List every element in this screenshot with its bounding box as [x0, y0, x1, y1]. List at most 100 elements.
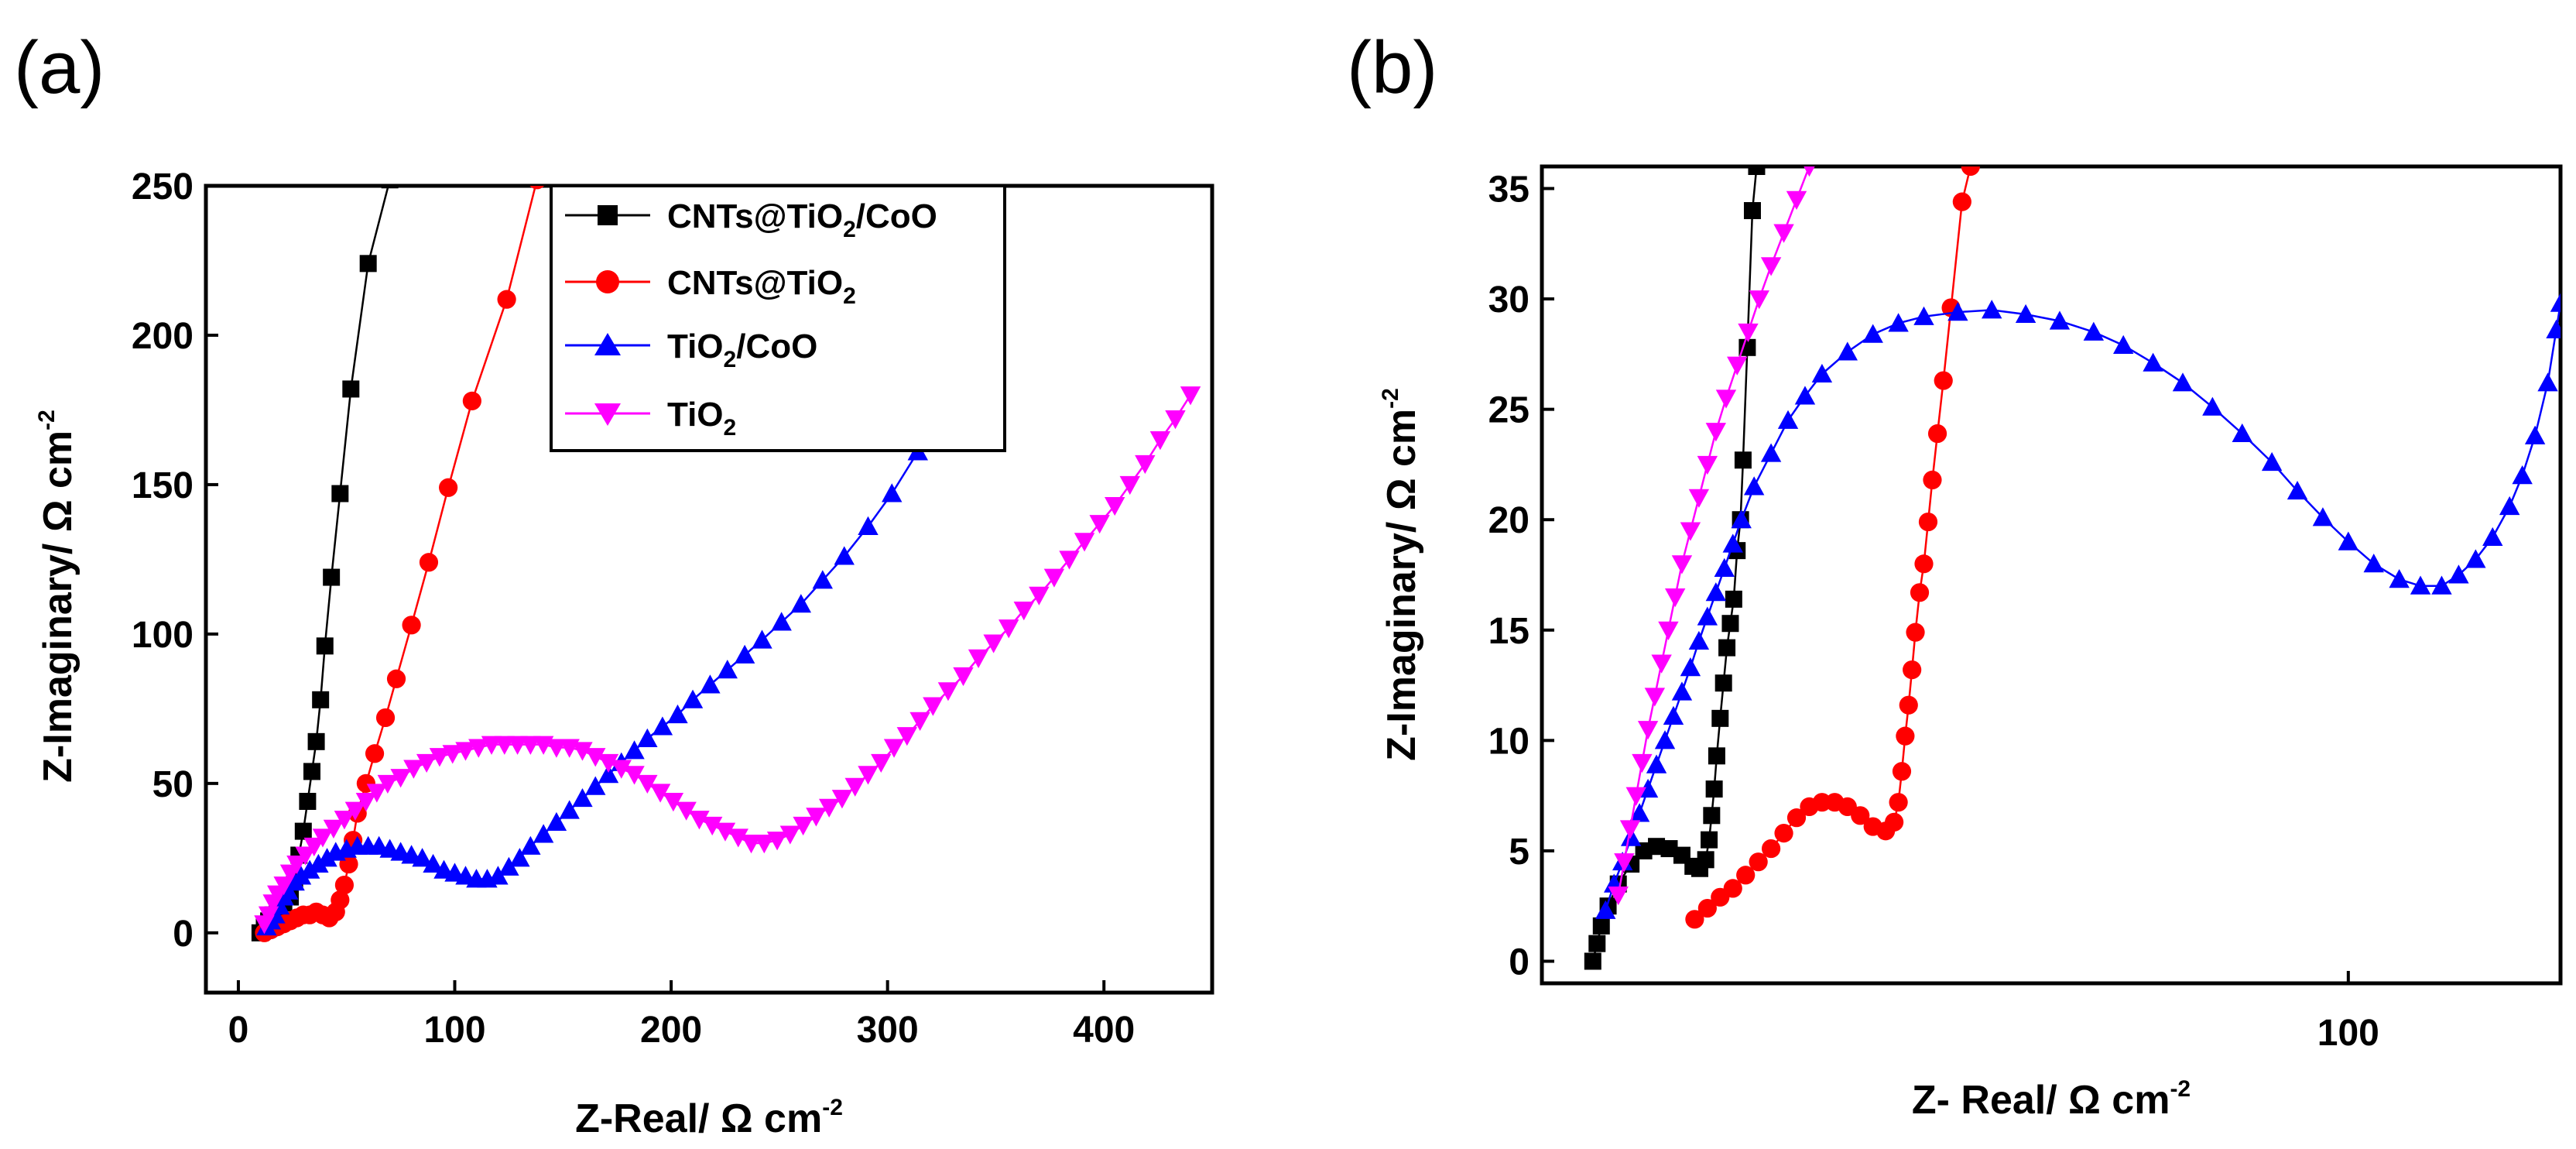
panel-b-point-tio2-coo-40 — [2363, 554, 2384, 573]
legend-label-tio2-coo-sub: 2 — [724, 347, 737, 372]
panel-b-point-tio2-coo-52 — [2550, 293, 2561, 312]
panel-a-point-tio2-71 — [1135, 454, 1156, 475]
panel-b-point-tio2-5 — [1637, 721, 1659, 740]
panel-a-ticks: 0 100 200 300 400 0 50 100 150 200 250 — [132, 166, 1135, 1051]
panel-a-point-tio2-73 — [1165, 410, 1186, 430]
panel-b-point-cnts-tio2-coo-24 — [1734, 451, 1752, 469]
legend-label-cnts-tio2-coo-main: CNTs@TiO — [667, 197, 843, 235]
panel-a-point-cnts-tio2-23 — [439, 478, 458, 497]
panel-b-ytick-label-15: 15 — [1488, 611, 1530, 652]
panel-a-point-tio2-61 — [983, 634, 1004, 653]
panel-a-point-cnts-tio2-coo-11 — [303, 763, 320, 780]
panel-b-point-tio2-coo-31 — [2113, 334, 2134, 354]
panel-b-ytick-label-10: 10 — [1488, 721, 1530, 762]
panel-a-point-tio2-23 — [481, 736, 502, 755]
panel-b-point-tio2-7 — [1651, 654, 1672, 674]
panel-b-point-tio2-14 — [1705, 423, 1727, 442]
panel-b-point-tio2-coo-30 — [2083, 321, 2105, 341]
panel-a-point-cnts-tio2-22 — [419, 553, 439, 572]
legend-label-tio2: TiO2 — [667, 396, 736, 441]
panel-a-point-tio2-63 — [1013, 602, 1034, 621]
panel-b-point-cnts-tio2-coo-15 — [1705, 780, 1723, 798]
panel-a-point-tio2-coo-39 — [652, 716, 673, 736]
panel-a-point-tio2-coo-28 — [509, 848, 530, 867]
panel-b-point-tio2-coo-8 — [1663, 705, 1684, 725]
panel-a-point-tio2-16 — [390, 769, 411, 788]
panel-a-point-tio2-7 — [295, 846, 316, 866]
panel-b-xlabel-main: Z- Real/ Ω cm — [1912, 1078, 2170, 1123]
panel-b-point-cnts-tio2-25 — [1918, 512, 1938, 532]
panel-b-point-tio2-coo-39 — [2338, 531, 2359, 550]
panel-a-point-tio2-coo-10 — [317, 848, 337, 867]
panel-a-point-tio2-38 — [676, 801, 697, 821]
panel-a-point-tio2-coo-43 — [717, 660, 738, 679]
panel-b-point-cnts-tio2-coo-27 — [1748, 166, 1766, 175]
panel-a-point-tio2-32 — [598, 753, 619, 773]
panel-a-point-tio2-9 — [312, 828, 334, 848]
panel-b-point-tio2-coo-29 — [2049, 310, 2071, 330]
panel-b-point-cnts-tio2-8 — [1786, 808, 1807, 828]
panel-a-point-tio2-coo-20 — [423, 853, 444, 873]
panel-b-series-cnts-tio2-coo — [1584, 166, 1766, 970]
panel-b-point-cnts-tio2-16 — [1885, 812, 1904, 832]
panel-b-point-tio2-4 — [1632, 753, 1653, 773]
panel-b-series — [1584, 166, 2561, 970]
panel-a-point-tio2-coo-29 — [520, 835, 541, 855]
legend-label-tio2-coo: TiO2/CoO — [667, 328, 817, 372]
panel-a-point-tio2-45 — [766, 832, 788, 851]
panel-a-point-cnts-tio2-coo-9 — [294, 822, 312, 840]
panel-a-series-tio2 — [254, 386, 1201, 935]
panel-b-point-cnts-tio2-27 — [1927, 424, 1947, 444]
panel-b-point-cnts-tio2-coo-18 — [1714, 674, 1732, 692]
panel-b-point-tio2-coo-10 — [1680, 657, 1701, 677]
legend-box — [550, 184, 1006, 452]
panel-b-point-cnts-tio2-coo-19 — [1718, 639, 1736, 657]
panel-b-point-tio2-coo-9 — [1671, 681, 1693, 701]
panel-a-point-cnts-tio2-coo-16 — [331, 485, 349, 502]
panel-a-point-tio2-56 — [909, 712, 930, 732]
panel-a-point-tio2-10 — [323, 819, 344, 839]
panel-a-ylabel-main: Z-Imaginary/ Ω cm — [36, 430, 80, 783]
panel-a-xtick-label-0: 0 — [228, 1010, 249, 1051]
panel-a-point-tio2-coo-9 — [308, 853, 329, 873]
panel-b-point-tio2-coo-15 — [1722, 533, 1743, 553]
panel-b-point-tio2-coo-51 — [2546, 319, 2561, 338]
panel-b-point-tio2-coo-17 — [1743, 476, 1765, 496]
panel-b-point-cnts-tio2-coo-16 — [1708, 747, 1725, 765]
panel-b-point-tio2-coo-44 — [2448, 564, 2469, 584]
legend-label-tio2-coo-tail: /CoO — [736, 328, 817, 365]
legend-marker-cnts-tio2-coo — [598, 205, 618, 225]
panel-a-point-tio2-36 — [649, 784, 671, 803]
panel-b-point-tio2-coo-25 — [1913, 306, 1934, 325]
panel-a-point-cnts-tio2-coo-19 — [381, 186, 399, 189]
panel-b-point-tio2-coo-23 — [1862, 324, 1883, 343]
panel-b-point-tio2-coo-22 — [1837, 341, 1858, 361]
panel-a-xtick-label-100: 100 — [423, 1010, 485, 1051]
panel-b-point-cnts-tio2-coo-1 — [1588, 935, 1606, 952]
legend-label-cnts-tio2-main: CNTs@TiO — [667, 264, 843, 302]
panel-b-point-cnts-tio2-23 — [1910, 583, 1930, 602]
panel-b-point-tio2-coo-16 — [1731, 509, 1752, 529]
panel-b-ytick-label-35: 35 — [1488, 170, 1530, 211]
panel-a-point-tio2-coo-41 — [682, 689, 704, 708]
panel-b-point-tio2-0 — [1608, 886, 1629, 906]
panel-b-point-cnts-tio2-22 — [1906, 623, 1925, 642]
panel-a-point-tio2-21 — [455, 742, 476, 761]
panel-a-ytick-label-200: 200 — [132, 316, 194, 357]
panel-a-ytick-label-0: 0 — [173, 914, 194, 955]
panel-a-point-tio2-coo-26 — [488, 866, 509, 885]
panel-b-point-tio2-coo-27 — [1982, 300, 2002, 319]
panel-a-point-tio2-15 — [377, 774, 399, 794]
panel-a-point-tio2-33 — [611, 760, 632, 779]
panel-b-point-tio2-coo-50 — [2537, 372, 2558, 392]
panel-a-point-tio2-coo-32 — [559, 800, 580, 819]
panel-b-point-cnts-tio2-28 — [1934, 371, 1953, 390]
panel-b-point-tio2-11 — [1680, 522, 1701, 541]
legend-label-cnts-tio2-coo-tail: /CoO — [856, 197, 937, 235]
panel-a-point-tio2-47 — [793, 816, 814, 836]
panel-a-ylabel: Z-Imaginary/ Ω cm-2 — [34, 410, 80, 783]
panel-a-point-tio2-69 — [1104, 496, 1125, 516]
panel-b-series-line-cnts-tio2-coo — [1591, 166, 1758, 962]
panel-a-ytick-label-150: 150 — [132, 465, 194, 506]
panel-a-point-tio2-43 — [741, 835, 762, 854]
